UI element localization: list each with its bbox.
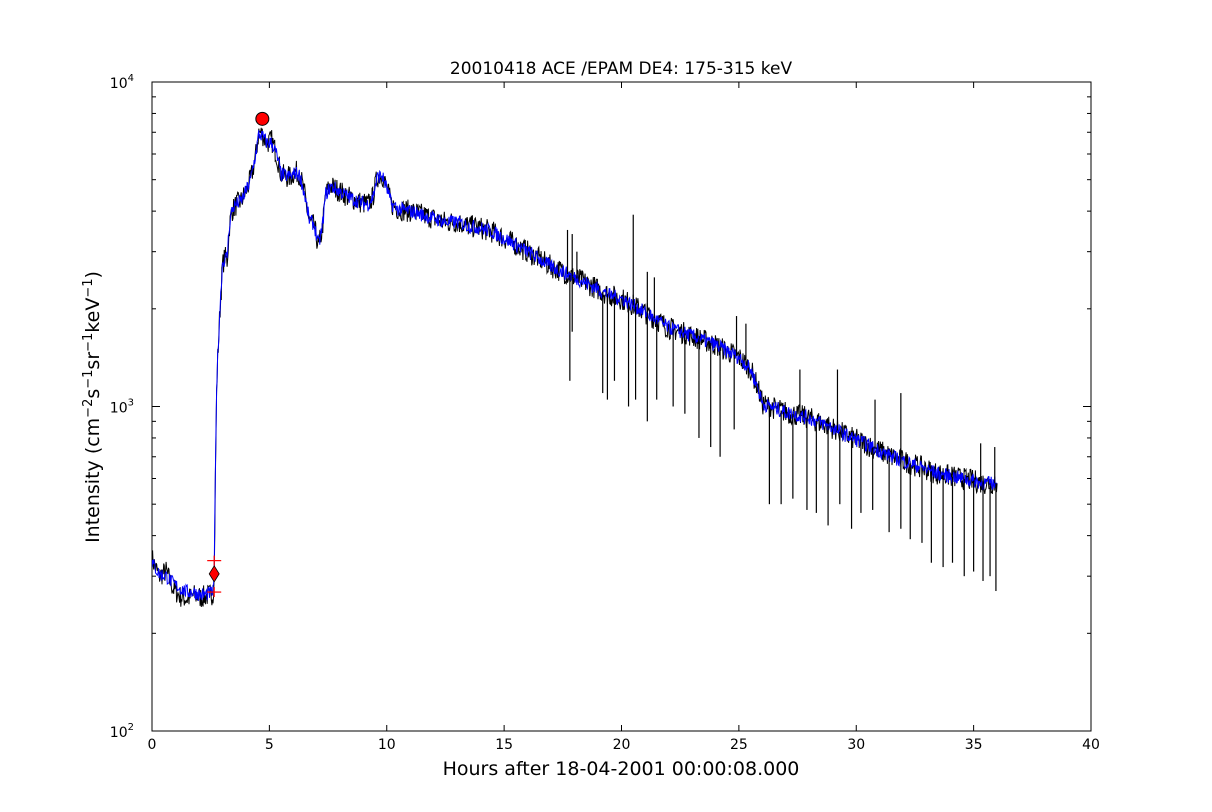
y-tick-label: 102 — [110, 722, 134, 741]
x-tick-label: 25 — [730, 737, 748, 753]
x-tick-label: 35 — [965, 737, 983, 753]
x-axis-label: Hours after 18-04-2001 00:00:08.000 — [443, 758, 800, 780]
x-tick-label: 20 — [613, 737, 631, 753]
x-tick-label: 10 — [378, 737, 396, 753]
x-tick-label: 40 — [1082, 737, 1100, 753]
x-tick-label: 15 — [495, 737, 513, 753]
series-line-black — [152, 127, 998, 608]
y-axis-label: Intensity (cm−2s−1sr−1keV−1) — [81, 271, 104, 543]
plot-area: 0 5 10 15 20 25 30 35 40 102 103 104 — [110, 73, 1100, 753]
x-tick-label: 0 — [148, 737, 157, 753]
y-tick-label: 103 — [110, 398, 134, 417]
x-tick-label: 5 — [265, 737, 274, 753]
onset-marker — [208, 565, 220, 583]
series-line-blue — [152, 130, 998, 601]
x-tick-label: 30 — [847, 737, 865, 753]
y-tick-label: 104 — [110, 73, 134, 92]
chart-title: 20010418 ACE /EPAM DE4: 175-315 keV — [450, 59, 793, 79]
peak-marker — [255, 111, 270, 126]
